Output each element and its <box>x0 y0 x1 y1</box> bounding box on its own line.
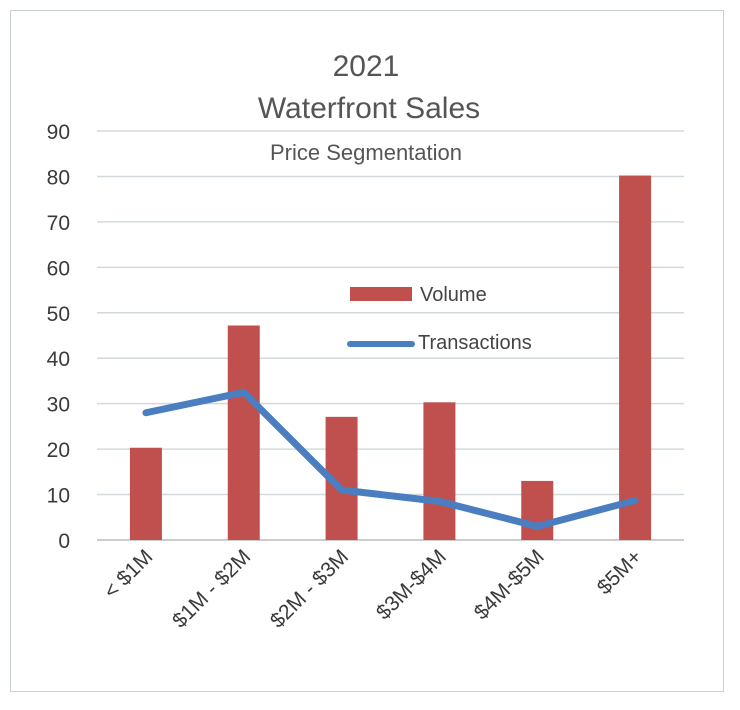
y-tick-label: 60 <box>47 257 70 280</box>
volume-bar <box>619 175 652 540</box>
legend-transactions-label: Transactions <box>418 332 532 354</box>
volume-bar <box>521 480 554 540</box>
y-tick-label: 0 <box>58 530 70 553</box>
volume-bar <box>227 325 260 540</box>
x-axis-ticks: < $1M $1M - $2M $2M - $3M $3M-$4M $4M-$5M $5M… <box>100 545 647 632</box>
legend: Volume Transactions <box>347 284 532 354</box>
x-tick-label: < $1M <box>100 545 158 603</box>
legend-volume-label: Volume <box>420 284 487 306</box>
y-tick-label: 30 <box>47 394 70 417</box>
volume-bar <box>423 402 456 540</box>
legend-volume-swatch <box>350 287 412 301</box>
gridlines <box>97 130 684 541</box>
y-tick-label: 50 <box>47 303 70 326</box>
x-tick-label: $1M - $2M <box>168 545 255 632</box>
chart-frame <box>10 10 724 692</box>
x-tick-label: $3M-$4M <box>372 545 451 624</box>
y-tick-label: 90 <box>47 121 70 144</box>
y-tick-label: 80 <box>47 166 70 189</box>
chart-subtitle: Price Segmentation <box>270 140 462 165</box>
transactions-line-group <box>142 388 639 530</box>
y-tick-label: 40 <box>47 348 70 371</box>
y-tick-label: 10 <box>47 485 70 508</box>
y-axis-ticks: 0 10 20 30 40 50 60 70 80 90 <box>47 121 70 553</box>
x-tick-label: $4M-$5M <box>470 545 549 624</box>
y-tick-label: 20 <box>47 439 70 462</box>
volume-bar <box>129 447 162 540</box>
volume-bars <box>129 175 652 540</box>
x-tick-label: $5M+ <box>593 545 647 599</box>
transactions-line <box>142 388 639 530</box>
y-tick-label: 70 <box>47 212 70 235</box>
chart-title-line1: 2021 <box>333 50 400 83</box>
x-tick-label: $2M - $3M <box>266 545 353 632</box>
chart-title-line2: Waterfront Sales <box>258 92 480 125</box>
